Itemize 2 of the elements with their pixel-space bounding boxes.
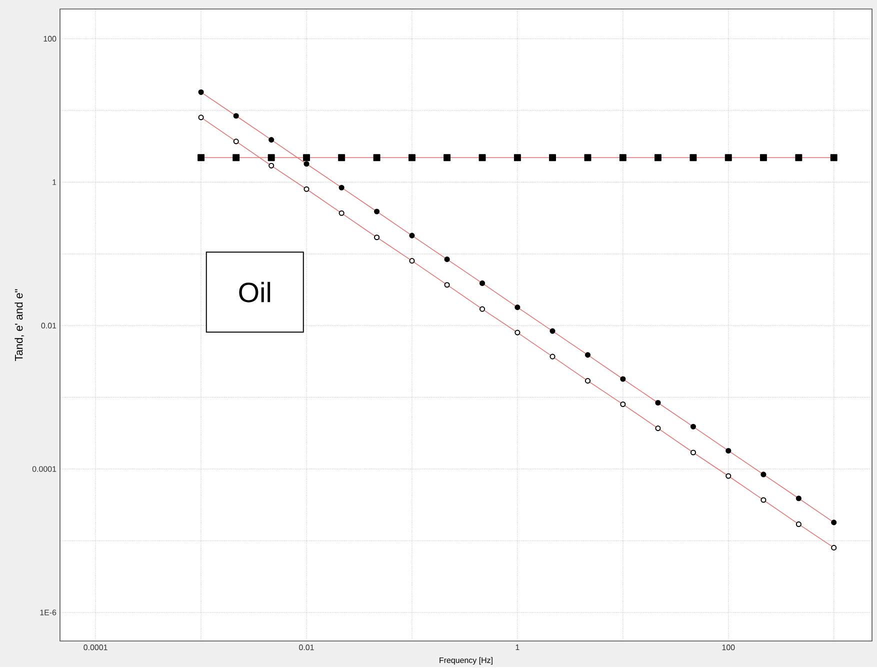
- y-axis-title: Tand, e' and e": [14, 289, 24, 361]
- annotation: Oil: [239, 282, 270, 302]
